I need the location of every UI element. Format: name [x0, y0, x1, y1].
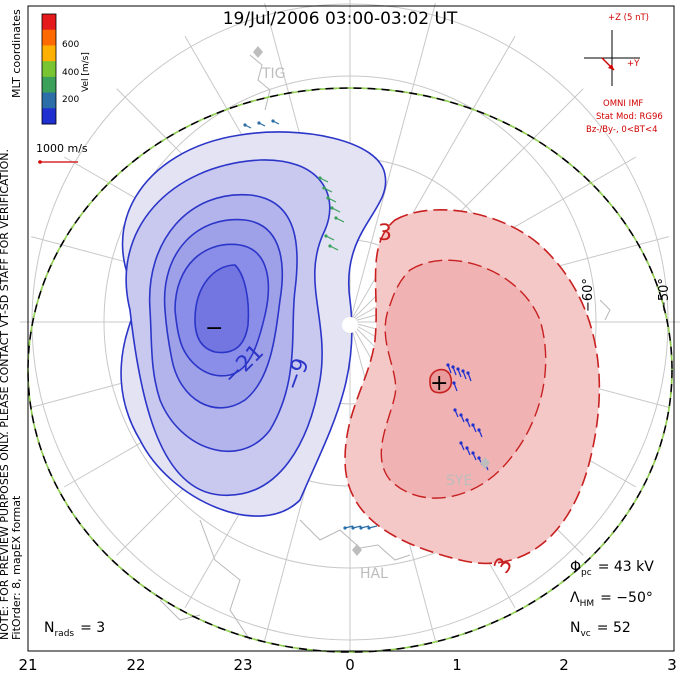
legend-swatch [42, 29, 56, 46]
fit-order-note: FitOrder: 8, mapEX format [10, 495, 23, 640]
vector-line [352, 525, 362, 529]
vector-line [460, 414, 465, 423]
positive-convection-cell [344, 209, 601, 565]
pos-label-3a: 3 [378, 221, 392, 246]
vector-line [331, 207, 341, 213]
vector-line [466, 447, 471, 456]
mlt-label-1: 1 [452, 656, 462, 674]
legend-swatch [42, 76, 56, 94]
vector-line [452, 366, 457, 376]
vector-line [329, 245, 339, 251]
vector-line [472, 424, 477, 433]
mlt-label-22: 22 [126, 656, 145, 674]
latitude-labels: −60° −50° [581, 278, 672, 312]
imf-y-label: +Y [627, 59, 640, 69]
pole-marker [342, 317, 358, 333]
negative-convection-cell [120, 131, 387, 517]
imf-z-label: +Z (5 nT) [608, 13, 649, 23]
side-notes: MLT coordinates NOTE: FOR PREVIEW PURPOS… [0, 9, 23, 640]
vector-line [462, 370, 467, 380]
imf-condition: Bz-/By-, 0<BT<4 [586, 125, 658, 135]
vector-line [335, 217, 345, 223]
svg-text:SYE: SYE [446, 473, 472, 489]
legend-swatch [42, 61, 56, 78]
vector-line [454, 409, 459, 418]
neg-contour-27 [194, 264, 250, 354]
vector-line [447, 364, 452, 374]
latitude-label-50: −50° [657, 278, 672, 312]
mlt-label-0: 0 [345, 656, 355, 674]
vector-line [478, 429, 483, 438]
legend-label: Vel [m/s] [81, 52, 91, 92]
reference-vector: 1000 m/s [36, 142, 88, 164]
vector-line [360, 525, 370, 529]
station-hal: HAL [352, 544, 388, 582]
plot-title: 19/Jul/2006 03:00-03:02 UT [223, 9, 458, 29]
mlt-label-2: 2 [559, 656, 569, 674]
legend-swatch [42, 92, 56, 109]
pos-contour-9 [380, 259, 547, 499]
imf-indicator: +Z (5 nT) +Y OMNI IMF Stat Mod: RG96 Bz-… [584, 13, 663, 135]
vector-line [460, 442, 465, 451]
mlt-label-23: 23 [233, 656, 252, 674]
vector-line [319, 177, 329, 183]
legend-swatch [42, 108, 56, 125]
preview-note: NOTE: FOR PREVIEW PURPOSES ONLY. PLEASE … [0, 149, 11, 640]
statistics: Φpc = 43 kV ΛHM = −50° Nvc = 52 Nrads = 3 [44, 559, 654, 639]
svg-text:1000 m/s: 1000 m/s [36, 142, 88, 155]
vector-line [368, 525, 378, 529]
mlt-axis: 21 22 23 0 1 2 3 [18, 656, 676, 674]
station-tig: TIG [253, 46, 286, 82]
mlt-label-3: 3 [667, 656, 677, 674]
stat-phi-pc: Φpc = 43 kV [570, 559, 654, 578]
legend-tick-400: 400 [62, 68, 79, 78]
vector-line [457, 368, 462, 378]
vector-line [325, 235, 335, 241]
stat-lambda-hm: ΛHM = −50° [570, 590, 653, 609]
svg-text:TIG: TIG [261, 66, 286, 82]
vector-line [472, 452, 477, 461]
vector-line [466, 419, 471, 428]
imf-source: OMNI IMF [603, 99, 643, 109]
legend-swatch [42, 14, 56, 31]
plot-frame [27, 5, 675, 652]
vector-line [258, 122, 266, 127]
pos-contour-15 [429, 368, 453, 394]
vector-line [344, 525, 354, 529]
vector-line [244, 124, 252, 129]
legend-tick-600: 600 [62, 40, 79, 50]
legend-tick-200: 200 [62, 95, 79, 105]
neg-label-min: − [205, 316, 223, 341]
velocity-color-legend: 600 400 200 Vel [m/s] [41, 13, 91, 125]
latitude-label-60: −60° [581, 278, 596, 312]
legend-swatch [42, 45, 56, 62]
svg-text:HAL: HAL [360, 566, 388, 582]
stations: TIG SYE HAL [253, 46, 490, 582]
vector-line [323, 187, 333, 193]
mlt-coordinates-note: MLT coordinates [10, 9, 23, 98]
vector-line [327, 197, 337, 203]
pos-label-max: + [430, 371, 448, 396]
stat-n-rads: Nrads = 3 [44, 620, 105, 639]
imf-stat-model: Stat Mod: RG96 [596, 112, 663, 122]
mlt-label-21: 21 [18, 656, 37, 674]
vector-line [467, 372, 472, 382]
vector-line [453, 382, 458, 392]
station-sye: SYE [446, 457, 490, 489]
vector-line [272, 120, 280, 125]
stat-n-vc: Nvc = 52 [570, 620, 631, 639]
